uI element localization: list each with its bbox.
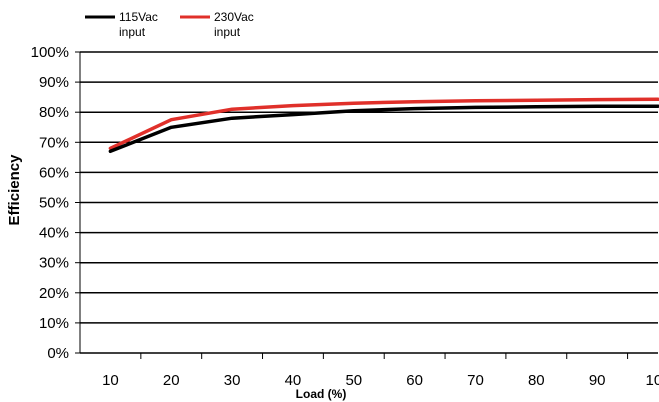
y-tick-label: 90% [39,74,69,91]
x-axis-tick-labels: 10 20 30 40 50 60 70 80 90 100 [102,353,659,389]
y-tick-label: 80% [39,104,69,121]
y-tick-label: 70% [39,134,69,151]
x-tick-label: 10 [102,372,119,389]
legend-item: 230Vac input [180,10,254,39]
x-tick-label: 100 [645,372,659,389]
y-axis-title: Efficiency [6,154,23,226]
x-tick-label: 90 [589,372,606,389]
y-axis-tick-labels: 0% 10% 20% 30% 40% 50% 60% 70% 80% 90% 100% [31,44,80,362]
x-tick-label: 40 [285,372,302,389]
legend-label: 115Vac input [119,10,158,39]
y-tick-label: 100% [31,44,69,61]
legend: 115Vac input 230Vac input [85,10,254,39]
y-tick-label: 20% [39,285,69,302]
y-tick-label: 50% [39,195,69,212]
series-line-230vac [108,97,659,151]
x-axis-title: Load (%) [296,387,347,401]
x-tick-label: 30 [224,372,241,389]
y-tick-label: 30% [39,255,69,272]
gridlines [80,51,658,324]
x-tick-label: 60 [406,372,423,389]
x-tick-label: 70 [467,372,484,389]
x-tick-label: 20 [163,372,180,389]
series-lines [108,97,659,154]
y-tick-label: 0% [47,345,69,362]
legend-item: 115Vac input [85,10,158,39]
axes [79,52,658,354]
legend-label: 230Vac input [214,10,254,39]
y-tick-label: 10% [39,315,69,332]
y-tick-label: 60% [39,164,69,181]
y-tick-label: 40% [39,225,69,242]
x-tick-label: 80 [528,372,545,389]
x-tick-label: 50 [345,372,362,389]
series-line-115vac [108,104,659,154]
